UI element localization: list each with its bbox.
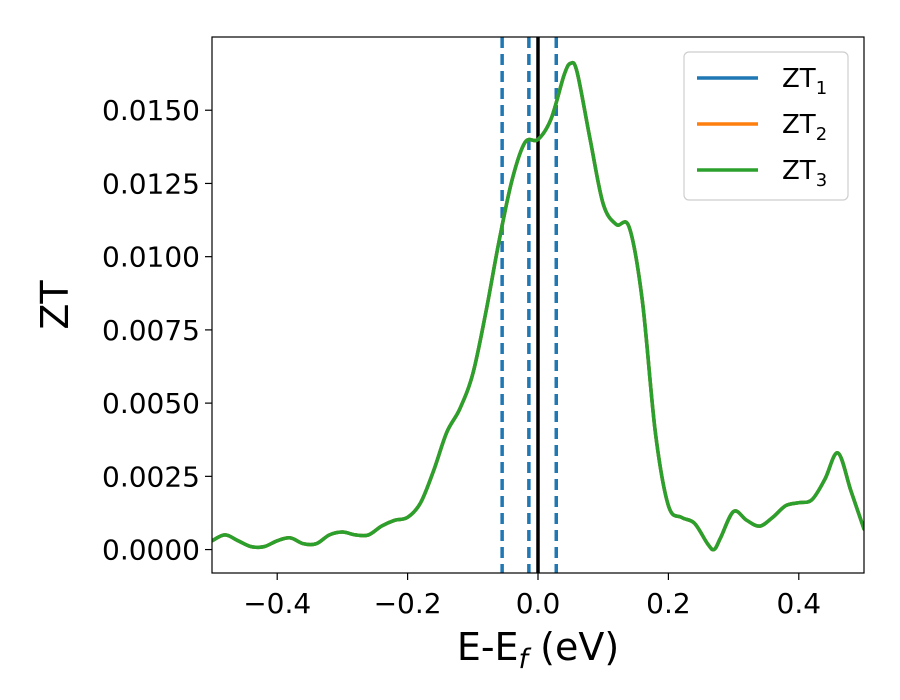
x-tick-label: −0.2 <box>374 587 442 620</box>
y-tick-label: 0.0075 <box>102 314 200 347</box>
x-tick-label: −0.4 <box>243 587 311 620</box>
y-ticks: 0.0000 0.0025 0.0050 0.0075 0.0100 0.0125 0.01… <box>102 94 212 567</box>
x-ticks: −0.4 −0.2 0.0 0.2 0.4 <box>243 573 821 620</box>
legend-box <box>683 51 849 201</box>
y-tick-label: 0.0025 <box>102 460 200 493</box>
y-tick-label: 0.0150 <box>102 94 200 127</box>
series-lines <box>212 60 864 552</box>
y-tick-label: 0.0100 <box>102 241 200 274</box>
series-line-3 <box>212 60 864 552</box>
x-axis-label: E-Ef (eV) <box>457 625 619 675</box>
legend-label-2: ZT2 <box>782 110 827 145</box>
legend-label-1: ZT1 <box>782 64 827 99</box>
x-tick-label: 0.2 <box>646 587 691 620</box>
legend-label-3: ZT3 <box>782 156 827 191</box>
y-tick-label: 0.0000 <box>102 534 200 567</box>
legend: ZT1 ZT2 ZT3 <box>683 51 849 201</box>
y-tick-label: 0.0050 <box>102 387 200 420</box>
vertical-lines <box>500 37 559 573</box>
x-tick-label: 0.0 <box>516 587 561 620</box>
y-tick-label: 0.0125 <box>102 167 200 200</box>
x-tick-label: 0.4 <box>777 587 822 620</box>
y-axis-label: ZT <box>33 280 77 330</box>
